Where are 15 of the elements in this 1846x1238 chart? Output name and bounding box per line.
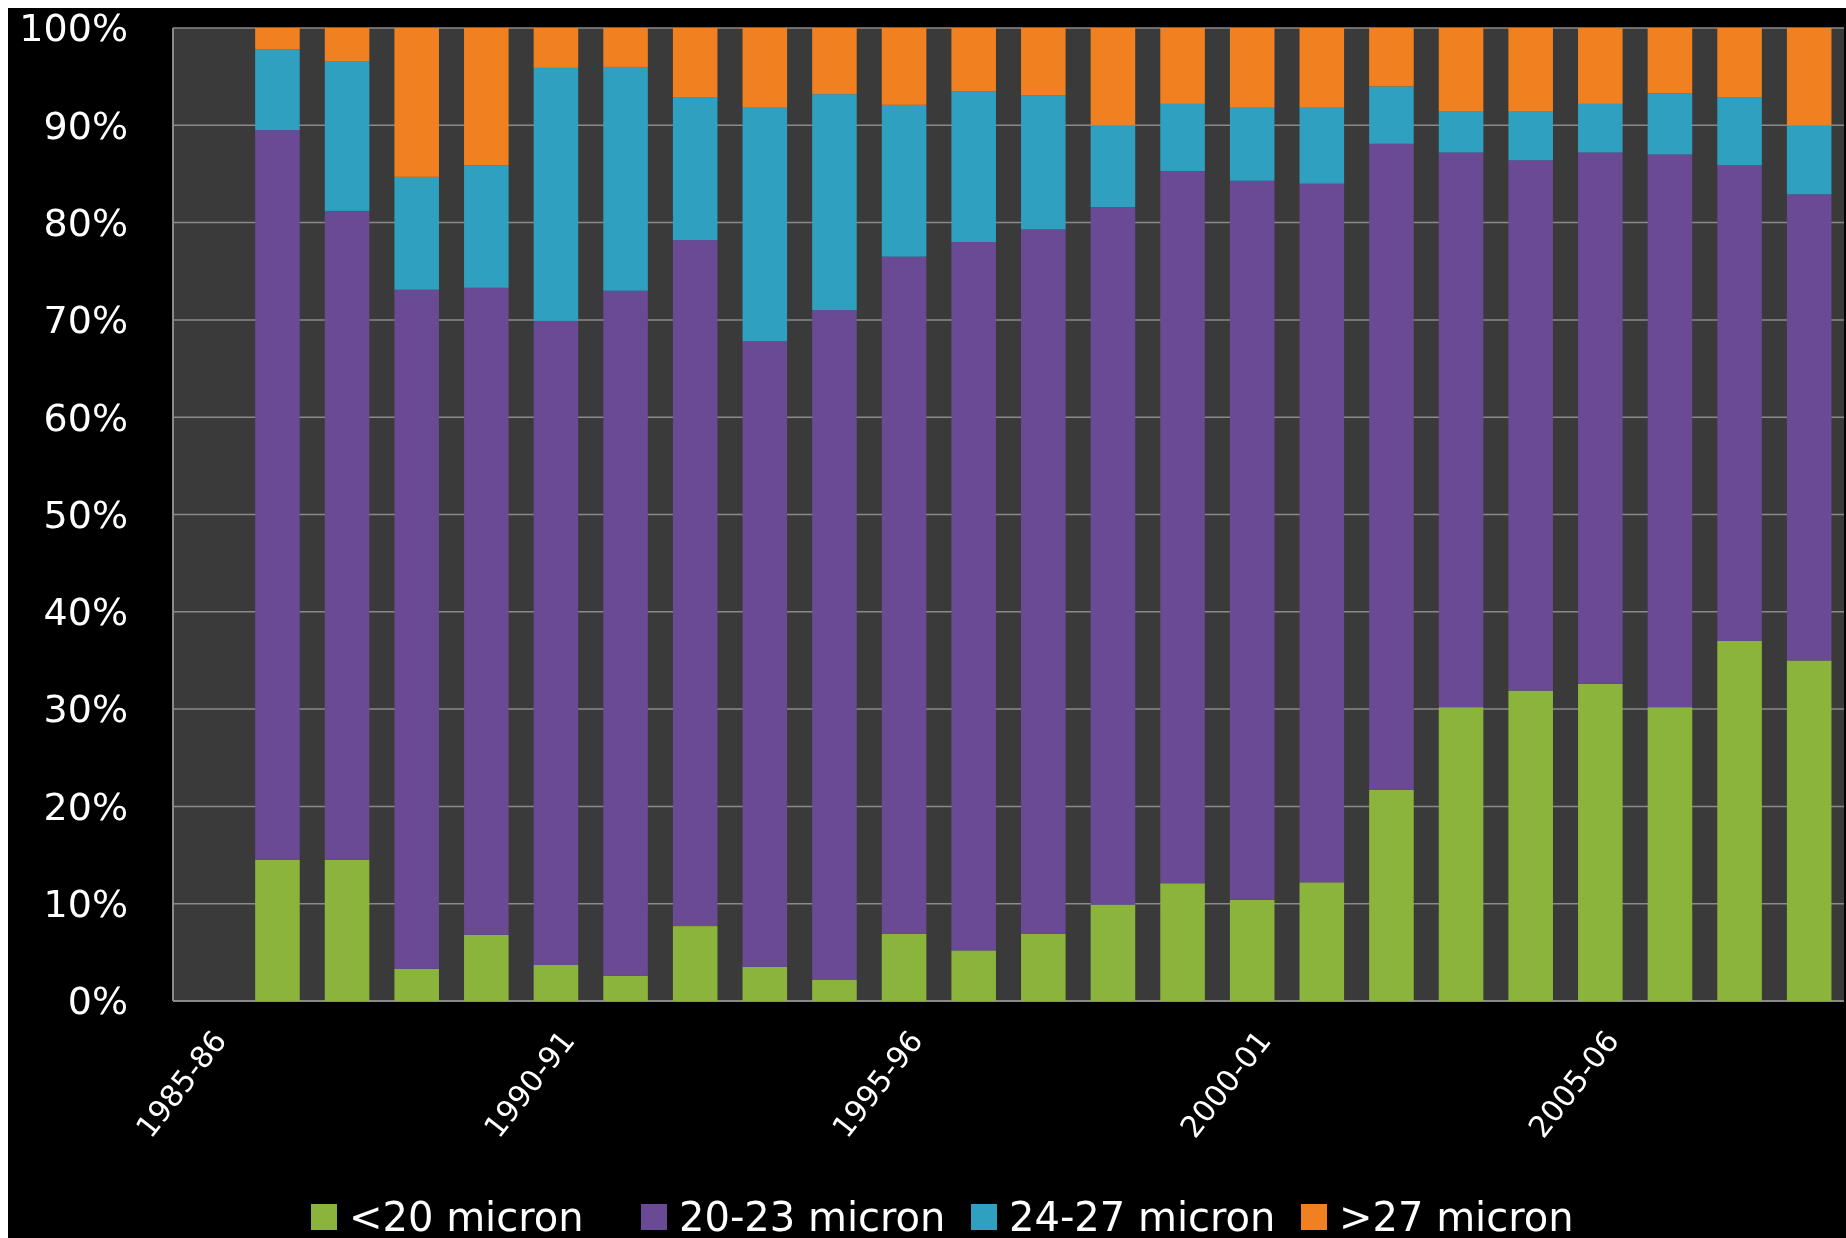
y-tick-label: 80% (43, 200, 128, 245)
y-tick-label: 20% (43, 784, 128, 829)
legend-label: <20 micron (349, 1194, 584, 1238)
legend-label: 20-23 micron (679, 1194, 946, 1238)
y-tick-label: 90% (43, 103, 128, 148)
y-tick-label: 40% (43, 590, 128, 635)
y-tick-label: 50% (43, 492, 128, 537)
y-tick-label: 70% (43, 298, 128, 343)
y-tick-label: 60% (43, 395, 128, 440)
y-tick-label: 0% (67, 979, 128, 1024)
legend-label: >27 micron (1339, 1194, 1574, 1238)
y-tick-label: 30% (43, 687, 128, 732)
y-tick-label: 10% (43, 882, 128, 926)
legend-label: 24-27 micron (1009, 1194, 1276, 1238)
y-tick-label: 100% (19, 6, 128, 51)
